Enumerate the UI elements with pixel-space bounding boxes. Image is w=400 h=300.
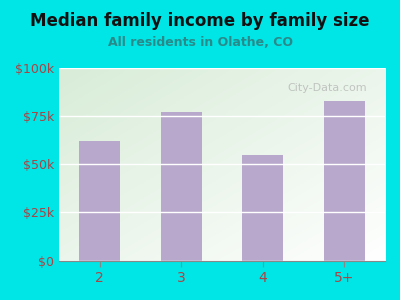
Text: Median family income by family size: Median family income by family size	[30, 12, 370, 30]
Text: City-Data.com: City-Data.com	[287, 83, 367, 93]
Bar	[242, 155, 283, 261]
Bar	[79, 141, 120, 261]
Bar	[161, 112, 202, 261]
Bar	[324, 101, 365, 261]
Text: All residents in Olathe, CO: All residents in Olathe, CO	[108, 36, 292, 49]
